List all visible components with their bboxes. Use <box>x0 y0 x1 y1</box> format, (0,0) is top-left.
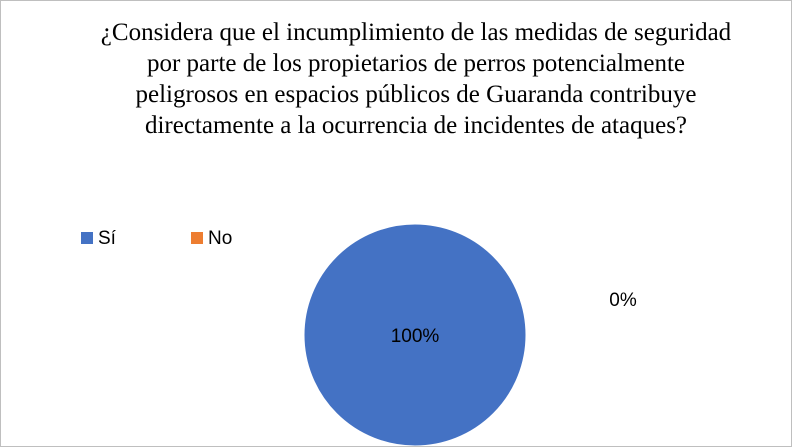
legend-swatch <box>191 232 203 244</box>
chart-title: ¿Considera que el incumplimiento de las … <box>100 19 732 139</box>
legend-label: No <box>208 228 232 249</box>
data-label: 100% <box>391 326 440 347</box>
pie-slice <box>303 223 527 446</box>
data-label: 0% <box>609 290 637 311</box>
legend-swatch <box>81 232 93 244</box>
legend-label: Sí <box>98 228 117 249</box>
